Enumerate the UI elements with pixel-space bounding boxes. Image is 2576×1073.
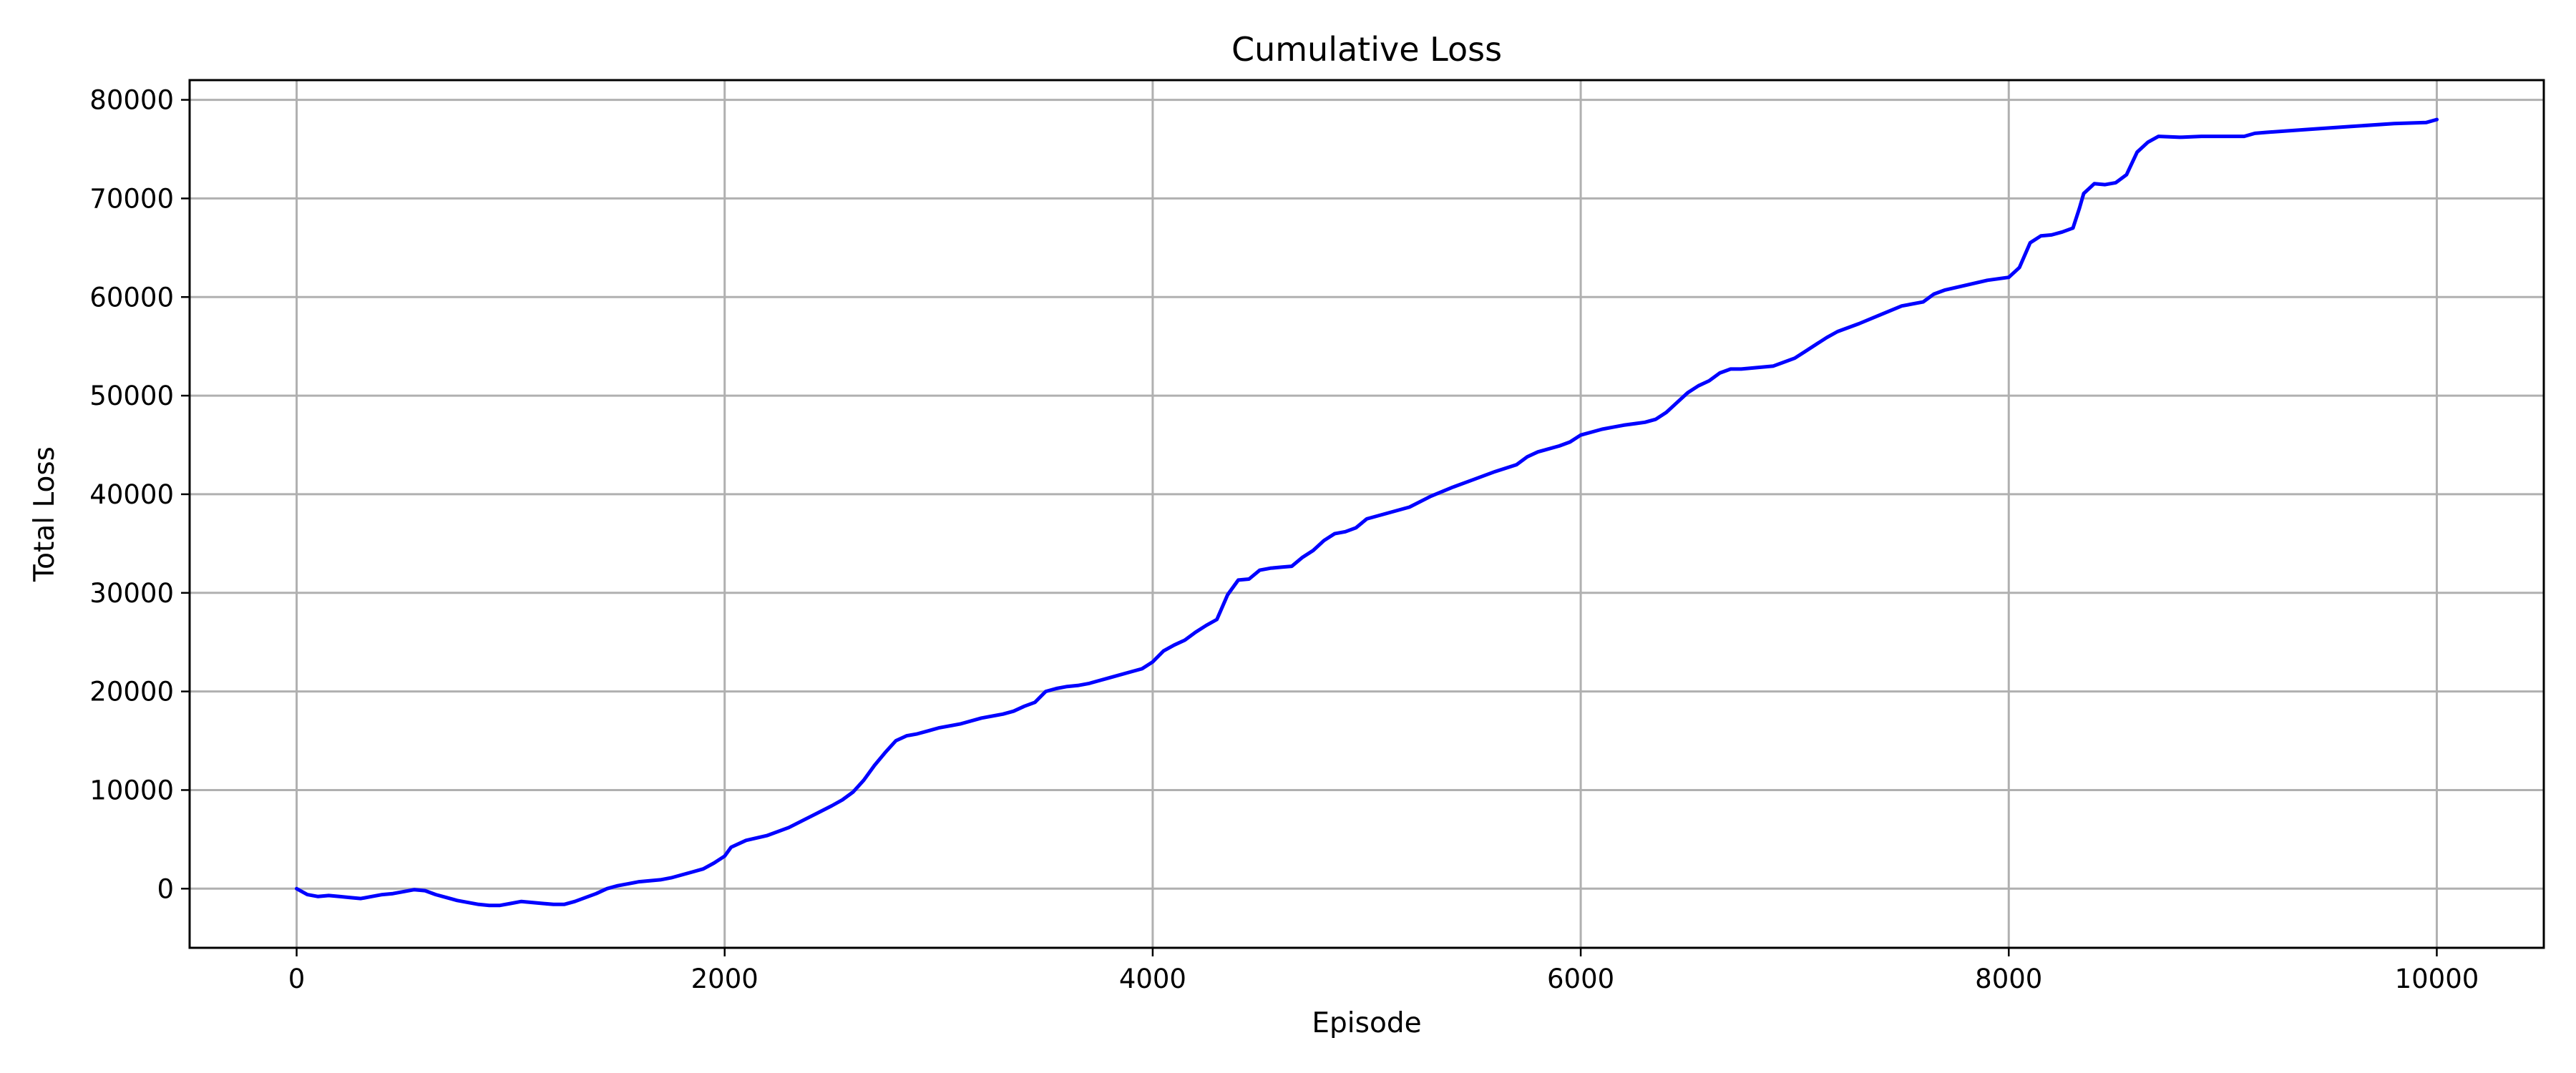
series-layer: [295, 117, 2439, 908]
y-tick-label: 50000: [89, 381, 174, 411]
y-tick-label: 70000: [89, 183, 174, 214]
y-tick-label: 40000: [89, 479, 174, 510]
y-tick-label: 80000: [89, 85, 174, 116]
y-axis-label: Total Loss: [29, 446, 61, 582]
x-tick-label: 10000: [2395, 964, 2479, 994]
x-tick-label: 6000: [1547, 964, 1614, 994]
series-line: [295, 117, 2439, 908]
x-tick-label: 0: [288, 964, 306, 994]
y-axis-ticks: 0 10000 20000 30000 40000 50000 60000 70000 8000…: [89, 85, 190, 904]
chart-title: Cumulative Loss: [1231, 30, 1502, 69]
grid-layer: [190, 80, 2544, 948]
y-tick-label: 0: [157, 873, 174, 904]
y-tick-label: 10000: [89, 775, 174, 805]
x-axis-label: Episode: [1312, 1007, 1421, 1039]
plot-frame: [188, 79, 2545, 949]
x-tick-label: 4000: [1119, 964, 1186, 994]
y-tick-label: 60000: [89, 282, 174, 313]
y-tick-label: 30000: [89, 578, 174, 609]
x-tick-label: 8000: [1975, 964, 2042, 994]
y-tick-label: 20000: [89, 677, 174, 707]
x-axis-ticks: 0 2000 4000 6000 8000 10000: [288, 948, 2479, 994]
x-tick-label: 2000: [691, 964, 758, 994]
